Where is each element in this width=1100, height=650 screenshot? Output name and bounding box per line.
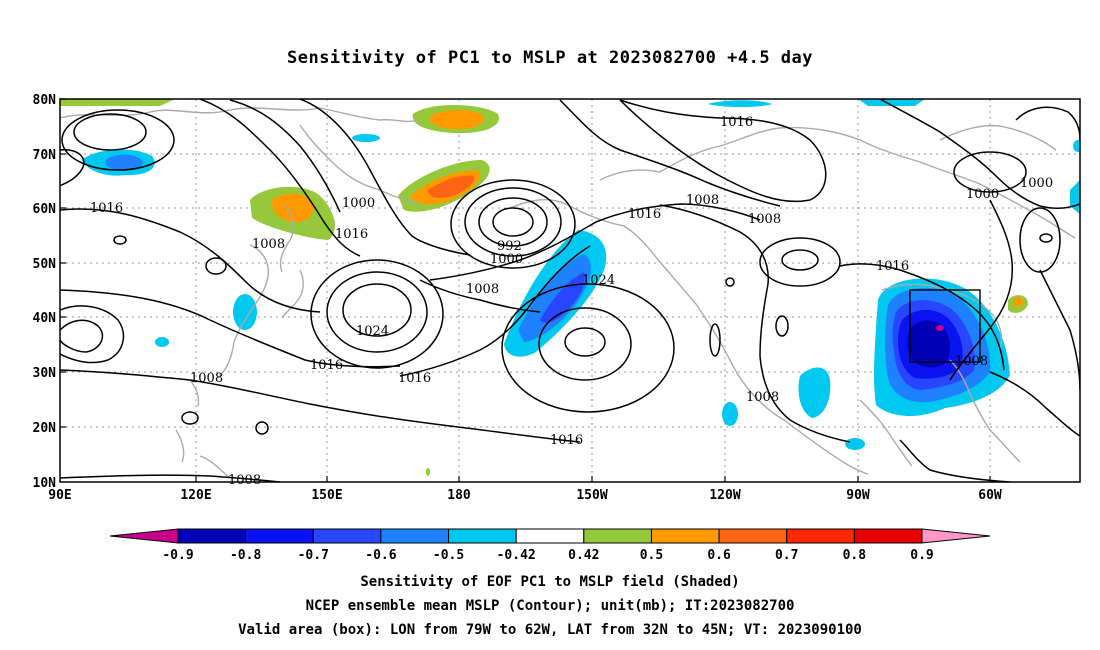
colorbar-label: 0.5: [640, 548, 663, 563]
contour-label: 1016: [90, 201, 123, 216]
colorbar-label: 0.9: [910, 548, 933, 563]
colorbar-label: -0.5: [433, 548, 464, 563]
colorbar-label: 0.42: [568, 548, 599, 563]
valid-area-box: [909, 289, 981, 363]
contour-label: 1016: [628, 207, 661, 222]
colorbar-cell: [312, 528, 382, 544]
contour-label: 1008: [466, 282, 499, 297]
contour-label: 1000: [490, 252, 523, 267]
contour-label: 1000: [1020, 176, 1053, 191]
colorbar-label: -0.9: [162, 548, 193, 563]
lon-label: 90E: [48, 488, 71, 503]
lon-label: 90W: [846, 488, 870, 503]
colorbar-cell: [786, 528, 855, 544]
lon-label: 120W: [709, 488, 740, 503]
colorbar-cell: [448, 528, 517, 544]
lon-label: 60W: [978, 488, 1002, 503]
contour-label: 1008: [228, 473, 261, 488]
contour-label: 1024: [356, 324, 389, 339]
contour-label: 1000: [966, 187, 999, 202]
lat-label: 70N: [33, 148, 57, 163]
lon-label: 150E: [311, 488, 342, 503]
lat-label: 80N: [33, 93, 57, 108]
colorbar-min-arrow: [109, 528, 179, 544]
latitude-labels: 80N 70N 60N 50N 40N 30N 20N 10N: [33, 93, 57, 491]
map-title: Sensitivity of PC1 to MSLP at 2023082700…: [286, 48, 813, 68]
axis-ticks: [60, 98, 991, 482]
contour-label: 1008: [955, 354, 988, 369]
colorbar-label: 0.6: [707, 548, 731, 563]
lat-label: 10N: [33, 476, 57, 491]
caption-line-2: NCEP ensemble mean MSLP (Contour); unit(…: [305, 598, 795, 614]
lat-label: 40N: [33, 311, 57, 326]
colorbar-label: -0.42: [497, 548, 536, 563]
colorbar-label: 0.8: [843, 548, 867, 563]
lat-label: 50N: [33, 257, 57, 272]
colorbar-cell: [380, 528, 450, 544]
lon-label: 120E: [180, 488, 211, 503]
contour-label: 1016: [310, 358, 343, 373]
colorbar-label: -0.8: [230, 548, 261, 563]
contour-label: 1008: [748, 212, 781, 227]
lon-label: 150W: [576, 488, 607, 503]
contour-label: 1024: [582, 273, 615, 288]
colorbar-cell: [853, 528, 923, 544]
contour-label: 1016: [876, 259, 909, 274]
colorbar-max-arrow: [921, 528, 991, 544]
lat-label: 60N: [33, 202, 57, 217]
longitude-labels: 90E 120E 150E 180 150W 120W 90W 60W: [48, 488, 1002, 503]
map-frame: [59, 98, 1081, 483]
colorbar-cell: [515, 528, 585, 544]
colorbar-cell: [583, 528, 652, 544]
colorbar-cell: [718, 528, 788, 544]
lon-label: 180: [447, 488, 471, 503]
coastlines: [60, 107, 1076, 479]
contour-label: 1008: [686, 193, 719, 208]
mslp-isobars: [60, 99, 1080, 482]
lat-label: 20N: [33, 421, 57, 436]
contour-label: 1016: [720, 115, 753, 130]
contour-label: 992: [497, 239, 522, 254]
contour-label: 1016: [398, 371, 431, 386]
caption-line-3: Valid area (box): LON from 79W to 62W, L…: [238, 622, 862, 638]
colorbar-label: -0.7: [298, 548, 329, 563]
lat-label: 30N: [33, 366, 57, 381]
contour-label: 1008: [746, 390, 779, 405]
contour-label: 1000: [342, 196, 375, 211]
caption-line-1: Sensitivity of EOF PC1 to MSLP field (Sh…: [360, 574, 740, 590]
contour-label: 1016: [550, 433, 583, 448]
colorbar-cell: [650, 528, 720, 544]
contour-label: 1008: [190, 371, 223, 386]
colorbar-label: -0.6: [365, 548, 396, 563]
colorbar: -0.9 -0.8 -0.7 -0.6 -0.5 -0.42 0.42 0.5 0.6 0.7 0.…: [109, 528, 991, 563]
contour-label: 1016: [335, 227, 368, 242]
colorbar-cell: [177, 528, 247, 544]
sensitivity-shading: [60, 99, 1080, 476]
contour-label: 1008: [252, 237, 285, 252]
colorbar-label: 0.7: [775, 548, 798, 563]
contour-labels: 1016 1016 1008 1000 1016 992 1000 1008 1…: [90, 115, 1053, 488]
colorbar-cell: [245, 528, 314, 544]
